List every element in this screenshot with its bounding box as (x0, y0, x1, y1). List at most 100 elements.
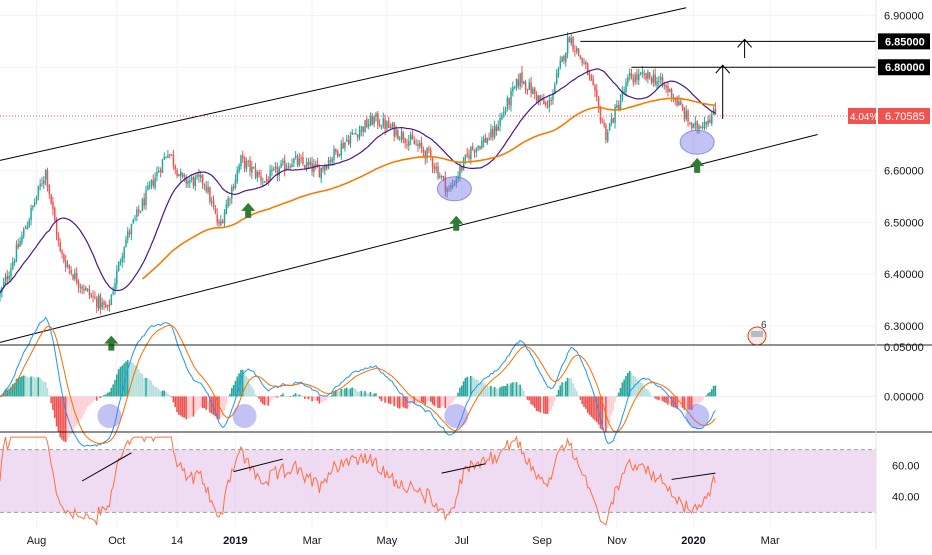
candle (559, 55, 562, 70)
macd-bar (294, 393, 297, 397)
macd-bar (444, 396, 447, 409)
macd-bar (110, 387, 113, 397)
macd-highlight-ellipse (97, 404, 122, 428)
candle (17, 238, 20, 250)
candle-body (221, 221, 224, 224)
candle-body (415, 144, 417, 146)
macd-bar (44, 381, 47, 397)
candle (147, 182, 149, 191)
candle (267, 176, 270, 186)
candle (486, 137, 489, 145)
candle-body (608, 124, 611, 131)
price-tick-label: 6.90000 (884, 11, 924, 23)
candle-body (523, 81, 525, 85)
candle (548, 94, 551, 113)
candle (526, 88, 529, 95)
macd-bar (678, 396, 680, 408)
candle-body (97, 296, 100, 309)
candle (482, 135, 485, 148)
candle-body (23, 229, 25, 237)
candle (145, 185, 147, 211)
candle (59, 238, 62, 253)
macd-bar (694, 396, 697, 406)
candle-body (707, 120, 709, 125)
macd-bar (481, 382, 483, 397)
candle-body (43, 180, 45, 184)
macd-bar (457, 392, 459, 397)
candle-body (687, 110, 689, 122)
macd-bar (532, 396, 534, 406)
macd-bar (477, 380, 479, 397)
candle-body (433, 166, 436, 170)
candle-body (565, 52, 567, 63)
candle (689, 121, 691, 125)
macd-bar (199, 396, 202, 408)
macd-bar (75, 396, 78, 426)
candle (524, 79, 527, 95)
ma-slow-line (141, 97, 716, 280)
candle-body (265, 179, 268, 181)
macd-bar (57, 396, 60, 433)
price-tick-label: 6.50000 (884, 217, 924, 229)
candle-body (269, 170, 271, 182)
candle (61, 249, 63, 259)
candle (271, 165, 273, 177)
candle (249, 156, 251, 177)
candle-body (353, 133, 355, 135)
macd-bar (632, 375, 635, 397)
candle-body (313, 164, 315, 172)
candle-body (364, 120, 366, 133)
macd-bar (683, 396, 686, 410)
candle-body (534, 88, 536, 94)
macd-bar (424, 396, 427, 405)
candle-body (444, 176, 447, 192)
candle (263, 180, 266, 184)
candle-body (419, 143, 421, 147)
candle (451, 179, 454, 190)
candle-body (167, 155, 169, 158)
candle (586, 62, 589, 76)
candle-body (123, 247, 125, 258)
candle-body (229, 199, 231, 201)
macd-bar (338, 391, 341, 397)
candle (181, 172, 184, 179)
candle (603, 119, 605, 129)
candle (276, 162, 279, 182)
macd-bar (473, 378, 476, 397)
macd-bar (557, 389, 560, 397)
candle (174, 164, 176, 175)
candle (216, 208, 218, 226)
time-tick-label: 2020 (681, 535, 705, 547)
candle-body (459, 166, 461, 177)
macd-bar (52, 396, 54, 411)
candle (468, 149, 470, 163)
candle-body (242, 154, 244, 158)
candle-body (692, 124, 695, 129)
candle (369, 112, 372, 127)
macd-bar (422, 396, 425, 403)
macd-bar (229, 394, 231, 397)
candle-body (218, 221, 220, 224)
candle-body (471, 146, 474, 150)
candle-body (83, 288, 85, 291)
candle-body (32, 205, 34, 208)
candle-body (698, 125, 700, 130)
candle-body (156, 171, 158, 177)
candle-body (10, 268, 12, 277)
candle (313, 158, 315, 178)
candle-body (44, 169, 47, 180)
macd-bar (690, 396, 693, 411)
macd-bar (172, 396, 175, 403)
candle (519, 73, 521, 90)
candle-body (190, 177, 193, 180)
candle-body (652, 74, 655, 83)
candle (318, 164, 321, 178)
macd-bar (550, 396, 552, 410)
macd-bar (517, 385, 520, 397)
candle (74, 268, 76, 282)
candle-body (258, 172, 260, 175)
candle-body (690, 123, 693, 128)
macd-bar (152, 385, 155, 397)
